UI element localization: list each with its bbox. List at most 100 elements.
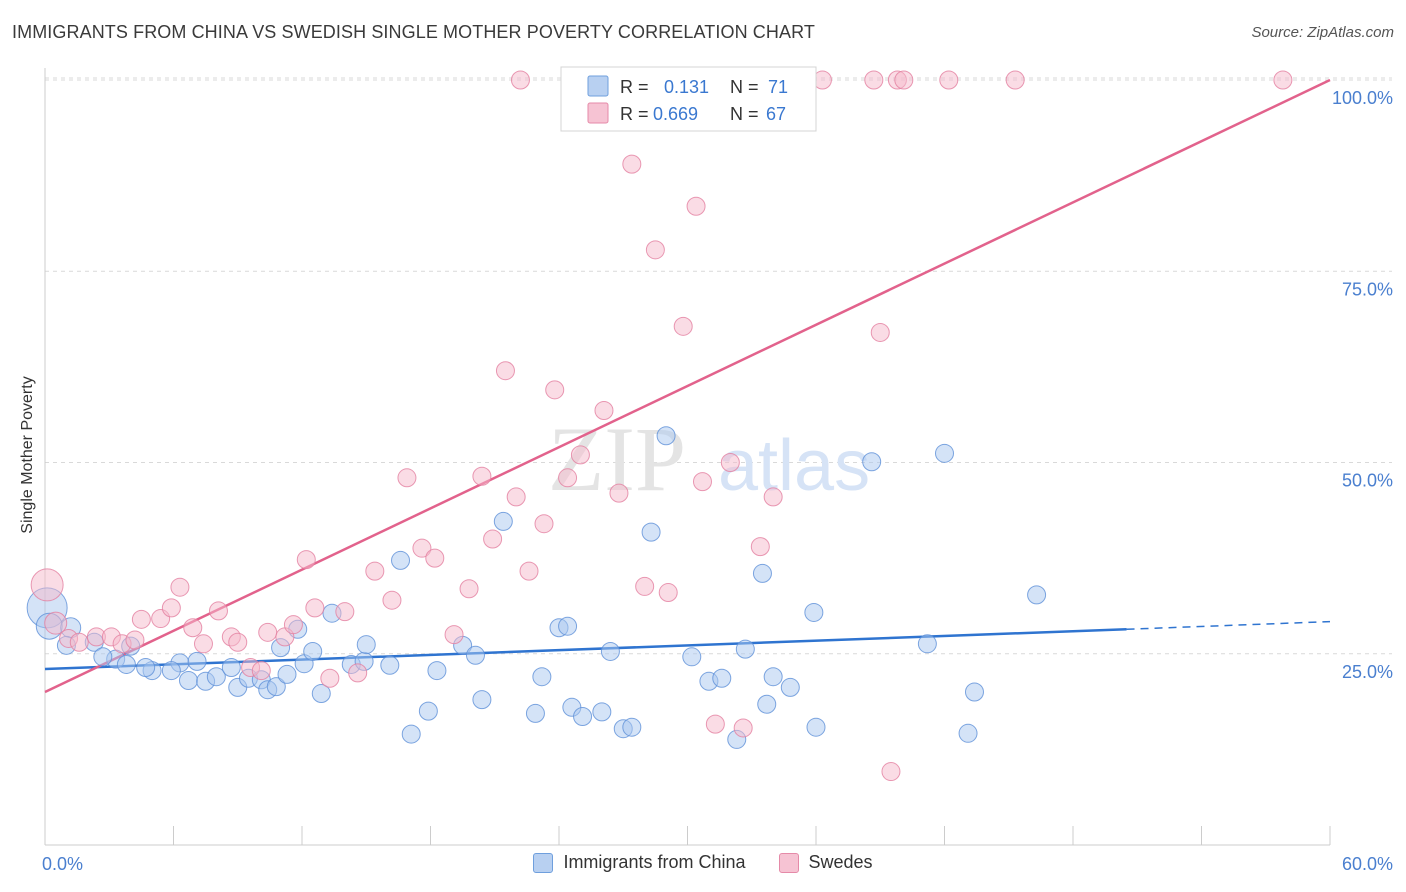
- swedes-point: [296, 550, 316, 570]
- china-point: [862, 452, 882, 472]
- swedes-point: [305, 598, 325, 618]
- swedes-point: [335, 602, 355, 622]
- china-point: [622, 717, 642, 737]
- swedes-point: [283, 615, 303, 635]
- swedes-point: [320, 668, 340, 688]
- stats-r-value-pink: 0.669: [653, 104, 698, 124]
- swedes-point: [720, 453, 740, 472]
- china-point: [780, 677, 800, 697]
- china-point: [1027, 585, 1047, 605]
- swedes-point: [258, 622, 278, 642]
- china-point: [763, 667, 783, 687]
- y-tick-label: 100.0%: [1332, 88, 1393, 108]
- swedes-point: [609, 483, 629, 503]
- china-point: [735, 639, 755, 659]
- swedes-point: [193, 634, 213, 654]
- swedes-point: [472, 466, 492, 486]
- x-tick-label: 60.0%: [1342, 854, 1393, 874]
- swedes-point: [510, 70, 530, 90]
- swedes-point: [183, 618, 203, 638]
- legend-item-swedes[interactable]: Swedes: [778, 852, 873, 873]
- china-point: [712, 668, 732, 688]
- stats-n-value-blue: 71: [768, 77, 788, 97]
- swedes-point: [1005, 70, 1025, 90]
- swedes-point: [645, 240, 665, 260]
- series-legend: Immigrants from China Swedes: [0, 852, 1406, 878]
- china-point: [303, 641, 323, 661]
- china-point: [958, 723, 978, 743]
- legend-label-swedes: Swedes: [808, 852, 873, 872]
- swedes-point: [365, 561, 385, 581]
- stats-r-label-blue: R =: [620, 77, 649, 97]
- swedes-point: [444, 625, 464, 645]
- swedes-point: [382, 590, 402, 610]
- stats-r-label-pink: R =: [620, 104, 649, 124]
- swedes-point: [69, 632, 89, 652]
- china-point: [178, 671, 198, 691]
- tick-labels: 25.0% 50.0% 75.0% 100.0% 0.0% 60.0%: [42, 88, 1393, 874]
- stats-legend-pink-swatch: [587, 102, 609, 124]
- swedes-point: [894, 70, 914, 90]
- china-point: [592, 702, 612, 722]
- legend-item-china[interactable]: Immigrants from China: [533, 852, 746, 873]
- china-point: [418, 701, 438, 721]
- china-point: [493, 511, 513, 531]
- chart-title: IMMIGRANTS FROM CHINA VS SWEDISH SINGLE …: [12, 22, 815, 42]
- swedes-point: [44, 611, 68, 635]
- swedes-trend-line: [44, 78, 1331, 694]
- y-tick-label: 25.0%: [1342, 662, 1393, 682]
- swedes-point: [125, 630, 145, 650]
- swedes-point: [131, 609, 151, 629]
- swedes-point: [750, 537, 770, 557]
- stats-legend-blue-swatch: [587, 75, 609, 97]
- watermark-atlas: atlas: [718, 426, 870, 506]
- stats-n-label-blue: N =: [730, 77, 759, 97]
- china-point: [804, 602, 824, 622]
- swedes-point: [881, 762, 901, 782]
- china-point: [532, 667, 552, 687]
- stats-r-value-blue: 0.131: [664, 77, 709, 97]
- china-trend-extension: [1126, 620, 1331, 631]
- y-tick-label: 75.0%: [1342, 279, 1393, 299]
- china-point: [206, 667, 226, 687]
- legend-swatch-pink: [778, 852, 799, 873]
- china-point: [221, 658, 241, 678]
- swedes-point: [425, 548, 445, 568]
- swedes-point: [558, 468, 578, 488]
- swedes-point: [459, 579, 479, 599]
- source-label: Source: ZipAtlas.com: [1251, 24, 1394, 41]
- swedes-point: [228, 632, 248, 652]
- swedes-point: [622, 154, 642, 174]
- swedes-point: [412, 538, 432, 558]
- swedes-point: [939, 70, 959, 90]
- swedes-point: [348, 663, 368, 683]
- china-point: [573, 706, 593, 726]
- gridlines: [45, 77, 1392, 655]
- china-point: [93, 647, 113, 667]
- swedes-point: [570, 445, 590, 465]
- china-point: [277, 664, 297, 684]
- china-point: [311, 684, 331, 704]
- swedes-point: [208, 601, 228, 621]
- swedes-point: [705, 714, 725, 734]
- swedes-point: [635, 576, 655, 596]
- swedes-point: [733, 718, 753, 738]
- axes: [44, 68, 1331, 846]
- china-point: [380, 655, 400, 675]
- data-points: [26, 70, 1293, 782]
- swedes-point: [495, 361, 515, 381]
- china-point: [266, 677, 286, 697]
- china-point: [136, 658, 156, 678]
- swedes-point: [673, 316, 693, 336]
- stats-n-label-pink: N =: [730, 104, 759, 124]
- swedes-point: [763, 487, 783, 507]
- china-point: [806, 717, 826, 737]
- china-point: [917, 634, 937, 654]
- china-point: [935, 443, 954, 463]
- china-point: [401, 724, 421, 744]
- china-point: [964, 682, 984, 702]
- swedes-point: [170, 577, 190, 597]
- swedes-point: [397, 468, 417, 488]
- china-point: [161, 661, 181, 681]
